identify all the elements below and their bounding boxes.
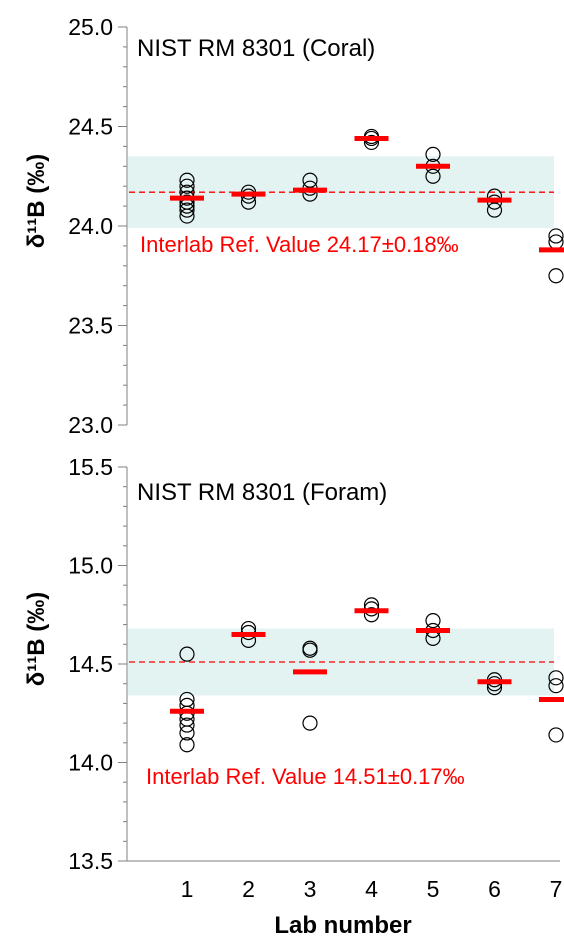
x-tick-label: 5 [427, 876, 440, 902]
lab-4-point [363, 134, 380, 151]
lab-1-point [179, 711, 195, 727]
lab-7-point [548, 234, 564, 250]
y-tick-label: 15.5 [68, 454, 113, 480]
y-tick-label: 23.0 [68, 412, 113, 438]
x-tick-label: 7 [550, 876, 563, 902]
foram-panel-title: NIST RM 8301 (Foram) [137, 479, 387, 506]
foram-ref-label: Interlab Ref. Value 14.51±0.17‰ [146, 764, 465, 789]
foram-y-ticks: 13.5 14.0 14.5 15.0 15.5 [68, 454, 127, 874]
coral-panel: 23.0 23.5 24.0 24.5 25.0 NIST RM 8301 (Coral… [23, 14, 564, 438]
y-tick-label: 25.0 [68, 14, 113, 40]
lab-1-point [179, 737, 195, 753]
lab-6-point [486, 188, 503, 204]
y-tick-label: 24.0 [68, 213, 113, 239]
coral-ref-label: Interlab Ref. Value 24.17±0.18‰ [140, 232, 459, 257]
y-tick-label: 14.0 [68, 750, 113, 776]
lab-3-point [302, 715, 318, 731]
lab-1-point [179, 717, 195, 733]
x-tick-label: 1 [181, 876, 194, 902]
lab-7-point [548, 670, 564, 686]
y-tick-label: 24.5 [68, 114, 113, 140]
lab-3-point [302, 640, 318, 656]
x-tick-label: 6 [488, 876, 501, 902]
foram-y-axis-label: δ¹¹B (‰) [23, 592, 50, 687]
coral-y-ticks: 23.0 23.5 24.0 24.5 25.0 [68, 14, 127, 438]
foram-x-ticks: 1 2 3 4 5 6 7 [181, 876, 563, 902]
lab-1-point [179, 178, 195, 194]
lab-7-point [548, 727, 564, 743]
y-tick-label: 23.5 [68, 313, 113, 339]
lab-1-point [179, 691, 195, 708]
lab-1-point [179, 194, 195, 210]
lab-3-point [302, 172, 318, 188]
lab-7-point [548, 678, 564, 694]
lab-5-point [425, 613, 441, 629]
coral-y-axis-label: δ¹¹B (‰) [23, 154, 50, 249]
y-tick-label: 15.0 [68, 553, 113, 579]
lab-4-point [363, 607, 380, 623]
foram-marks [170, 597, 564, 753]
lab-1-point [179, 202, 195, 218]
coral-panel-title: NIST RM 8301 (Coral) [137, 35, 375, 62]
lab-5-point [425, 168, 441, 184]
coral-marks [170, 128, 564, 284]
lab-1-point [179, 172, 195, 188]
lab-7-point [548, 228, 564, 244]
lab-1-point [179, 646, 195, 662]
x-tick-label: 4 [365, 876, 378, 902]
foram-panel: 13.5 14.0 14.5 15.0 15.5 1 2 3 4 5 6 7 NIST RM 830… [23, 454, 564, 938]
x-tick-label: 2 [242, 876, 255, 902]
x-axis-label: Lab number [274, 912, 411, 938]
lab-7-point [548, 268, 564, 284]
y-tick-label: 14.5 [68, 651, 113, 677]
lab-5-point [425, 146, 441, 162]
y-tick-label: 13.5 [68, 848, 113, 874]
x-tick-label: 3 [304, 876, 317, 902]
